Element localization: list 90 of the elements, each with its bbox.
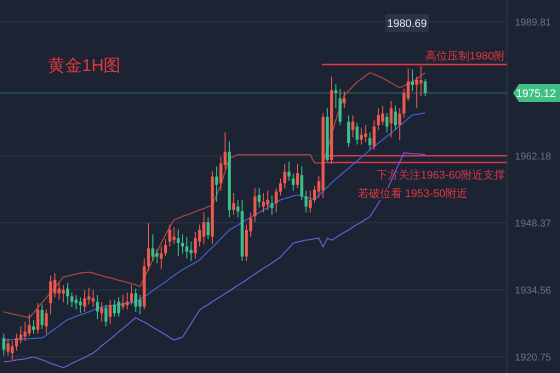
candlestick [364,124,368,143]
candlestick [219,156,222,192]
candlestick [160,246,163,270]
candlestick [394,105,397,130]
candlestick [206,216,210,240]
candlestick [262,192,265,213]
candlestick [410,68,414,92]
candlestick [49,275,52,315]
candlestick [347,114,350,148]
candlestick [15,333,18,352]
candlestick [40,304,44,330]
candlestick [96,294,99,320]
ref-line-label: 高位压制1980附 [426,50,505,63]
y-tick-label: 1948.37 [514,218,552,230]
candlestick [121,294,124,310]
candlestick [385,112,388,133]
candlestick [147,222,150,272]
candlestick [190,241,193,262]
candlestick [185,236,188,260]
candlestick [419,66,422,97]
candlestick [36,302,40,334]
candlestick [32,320,36,334]
y-tick-label: 1962.18 [514,151,552,162]
candlestick [334,83,338,109]
candlestick [24,321,27,342]
text: 黄金1H图 [48,56,121,75]
candlestick [74,294,78,310]
candlestick [181,234,184,254]
candlestick [202,212,206,244]
candlestick [360,127,363,146]
candlestick [58,282,61,300]
candlestick [2,333,6,356]
candlestick [126,292,129,310]
candlestick [372,120,376,150]
candlestick [10,340,14,360]
candlestick [6,338,10,356]
candlestick [172,226,176,244]
candlestick [19,326,22,344]
candlestick [398,108,402,141]
candlestick [66,282,70,306]
candlestick [156,248,159,264]
candlestick [342,90,346,109]
candlestick [104,304,108,327]
candlestick [232,192,236,216]
candlestick [304,190,308,213]
candlestick [288,161,290,182]
candlestick [258,188,261,208]
candlestick [78,296,82,314]
candlestick [270,194,274,216]
candlestick [62,284,65,303]
candlestick [381,105,384,126]
candlestick [100,302,104,322]
candlestick [313,185,316,204]
candlestick [176,228,180,257]
candlestick [415,76,418,109]
candlestick [108,299,112,325]
candlestick [117,296,120,318]
candlestick [138,294,142,315]
candlestick [215,166,218,202]
y-tick-label: 1920.75 [514,352,552,364]
y-tick-label: 1989.81 [514,17,552,28]
candlestick [28,314,31,337]
candlestick [296,163,300,189]
candlestick [390,100,393,138]
candlestick [92,290,95,308]
candlestick [338,88,342,126]
y-tick-label: 1934.56 [514,285,552,296]
candlestick [266,190,270,211]
candlestick [130,284,133,306]
candlestick [44,308,48,334]
candlestick [424,78,427,97]
candlestick [164,238,168,257]
candlestick [168,224,172,247]
candlestick [83,290,86,312]
candlestick [253,188,256,223]
candlestick [151,234,154,262]
candlestick [351,114,354,138]
ref-line-label: 1975.12 [516,88,556,100]
candlestick [112,299,116,318]
candlestick [87,287,90,306]
candlestick [274,188,278,213]
candlestick [308,190,312,213]
candlestick [376,108,380,130]
candlestick [300,166,304,201]
annotation: 1980.69 [387,18,427,30]
candlestick [368,132,372,150]
candlestick [278,178,282,196]
candlestick [194,231,197,260]
candlestick [356,122,359,146]
candlestick [70,292,74,308]
